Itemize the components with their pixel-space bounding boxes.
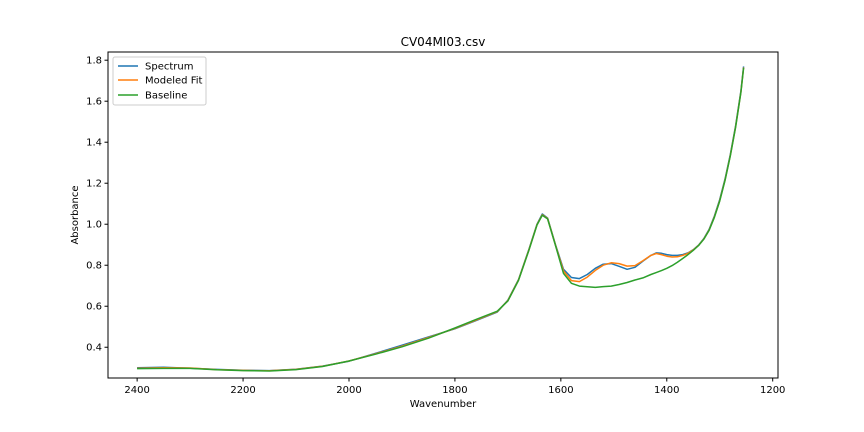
y-tick-label: 1.0 (86, 220, 102, 231)
y-tick-label: 1.4 (86, 138, 102, 149)
x-tick-label: 1800 (442, 385, 467, 396)
x-tick-label: 1600 (548, 385, 573, 396)
y-axis-label: Absorbance (70, 185, 81, 244)
x-tick-label: 1400 (654, 385, 679, 396)
y-tick-label: 0.4 (86, 343, 102, 354)
x-tick-label: 2000 (336, 385, 361, 396)
y-axis: 0.4 0.6 0.8 1.0 1.2 1.4 1.6 1.8 (86, 56, 108, 354)
legend: Spectrum Modeled Fit Baseline (112, 56, 207, 106)
x-tick-label: 1200 (760, 385, 785, 396)
y-tick-label: 1.2 (86, 179, 102, 190)
legend-label-baseline: Baseline (145, 91, 187, 102)
series-line-baseline (137, 67, 745, 372)
plot-lines (137, 66, 745, 372)
x-axis: 2400 2200 2000 1800 1600 1400 1200 (124, 378, 785, 396)
y-tick-label: 0.8 (86, 261, 102, 272)
legend-box (112, 56, 207, 106)
y-tick-label: 1.6 (86, 97, 102, 108)
legend-label-spectrum: Spectrum (145, 62, 193, 73)
series-line-spectrum (137, 66, 745, 372)
series-line-modeled-fit (137, 67, 745, 372)
x-axis-label: Wavenumber (410, 399, 477, 410)
x-tick-label: 2200 (230, 385, 255, 396)
chart-title: CV04MI03.csv (401, 35, 486, 49)
legend-label-modeled-fit: Modeled Fit (145, 76, 203, 87)
x-tick-label: 2400 (124, 385, 149, 396)
plot-frame (107, 51, 779, 379)
y-tick-label: 1.8 (86, 56, 102, 67)
y-tick-label: 0.6 (86, 302, 102, 313)
